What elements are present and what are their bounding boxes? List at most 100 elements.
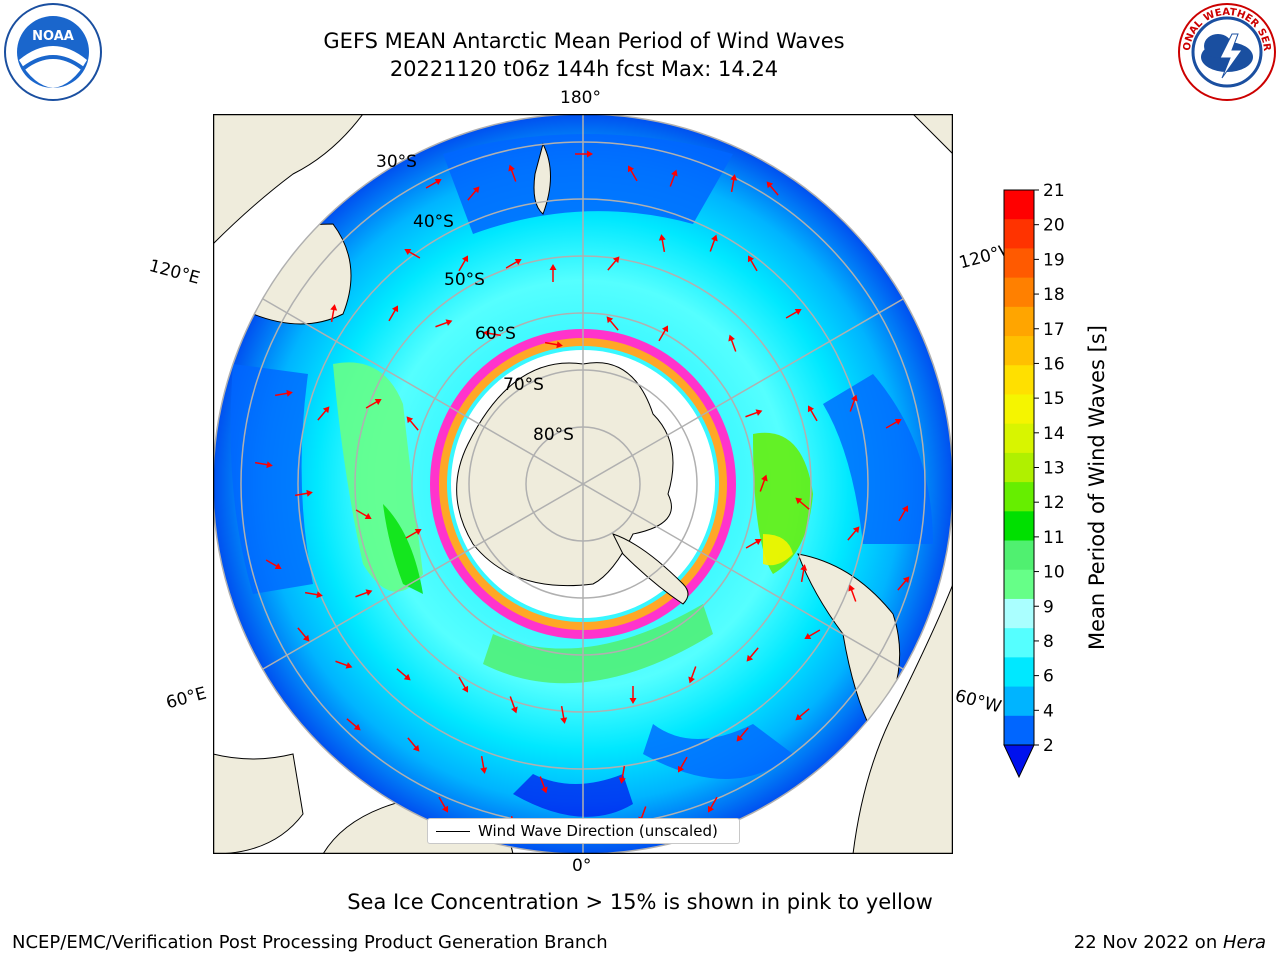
- wind-arrow: [807, 405, 818, 422]
- noaa-logo: NOAA: [4, 3, 102, 101]
- colorbar-segment: [1004, 569, 1034, 600]
- wind-arrow: [544, 341, 563, 349]
- wind-arrow: [885, 418, 902, 429]
- wind-arrow: [467, 186, 480, 201]
- wind-arrow: [407, 737, 420, 752]
- chart-title: GEFS MEAN Antarctic Mean Period of Wind …: [323, 29, 845, 53]
- wind-arrow: [480, 755, 488, 774]
- colorbar-tick-label: 9: [1043, 597, 1054, 617]
- colorbar-tick-label: 21: [1043, 181, 1065, 201]
- wind-arrow: [606, 316, 619, 331]
- wind-arrow: [425, 178, 442, 189]
- colorbar-segment: [1004, 540, 1034, 571]
- wind-arrow: [848, 584, 857, 602]
- footer-date-text: 22 Nov 2022 on: [1073, 932, 1223, 953]
- colorbar-segment: [1004, 598, 1034, 629]
- wind-arrow: [745, 409, 763, 418]
- colorbar-segment: [1004, 511, 1034, 542]
- wind-arrow: [658, 325, 669, 342]
- colorbar-segment: [1004, 715, 1034, 746]
- chart-subtitle: 20221120 t06z 144h fcst Max: 14.24: [389, 57, 779, 81]
- lat-label-80s: 80°S: [533, 425, 574, 445]
- lat-label-70s: 70°S: [503, 375, 544, 395]
- wind-arrow: [458, 255, 469, 272]
- colorbar-segment: [1004, 628, 1034, 658]
- wind-arrow: [800, 564, 808, 583]
- wind-arrow: [404, 248, 421, 259]
- colorbar-segment: [1004, 219, 1034, 249]
- wind-arrow: [669, 169, 678, 187]
- wind-arrow: [560, 705, 568, 724]
- lon-label-180: 180°: [560, 88, 601, 108]
- wind-arrow: [747, 255, 758, 272]
- colorbar-tick-label: 11: [1043, 528, 1065, 548]
- colorbar: 21 20 19 18 17 16 15 14 13 12 11 10 9 8 6 4 2: [1003, 181, 1065, 779]
- nws-logo: NATIONAL WEATHER SERVICE: [1176, 2, 1276, 101]
- colorbar-segment: [1004, 657, 1034, 688]
- wind-arrow: [730, 174, 738, 193]
- wind-arrow: [849, 394, 858, 412]
- colorbar-tick-label: 10: [1043, 563, 1065, 583]
- wind-arrow: [898, 505, 909, 522]
- wind-arrow: [677, 756, 688, 773]
- wind-wave-arrows: [254, 150, 910, 844]
- wind-arrow: [766, 181, 779, 196]
- wind-arrow: [274, 389, 293, 397]
- colorbar-tick-label: 2: [1043, 736, 1054, 756]
- colorbar-tick-label: 16: [1043, 354, 1065, 374]
- wind-arrow: [549, 264, 557, 282]
- lat-label-30s: 30°S: [376, 152, 417, 172]
- noaa-logo-text: NOAA: [32, 29, 74, 44]
- wind-arrow: [405, 528, 422, 539]
- wind-arrow: [330, 304, 338, 323]
- colorbar-segment: [1004, 248, 1034, 279]
- polar-map: [213, 114, 953, 854]
- wind-arrow: [355, 509, 372, 520]
- colorbar-tick-label: 15: [1043, 389, 1065, 409]
- wind-arrow: [346, 718, 361, 731]
- colorbar-tick-label: 17: [1043, 320, 1065, 340]
- wind-arrow: [897, 576, 910, 591]
- wind-arrow: [265, 559, 282, 570]
- legend-line-sample: [436, 831, 470, 832]
- wind-arrow: [396, 668, 411, 681]
- colorbar-segment: [1004, 277, 1034, 308]
- colorbar-tick-label: 20: [1043, 216, 1065, 236]
- wind-arrow: [745, 538, 762, 549]
- wind-arrow: [297, 627, 310, 642]
- wind-arrow: [728, 334, 737, 352]
- colorbar-label: Mean Period of Wind Waves [s]: [1085, 325, 1109, 650]
- wind-arrow: [438, 796, 449, 813]
- wind-arrow: [355, 589, 373, 598]
- legend-label: Wind Wave Direction (unscaled): [478, 822, 718, 840]
- colorbar-segment: [1004, 423, 1034, 454]
- colorbar-tick-label: 8: [1043, 632, 1054, 652]
- wind-arrow: [658, 234, 666, 253]
- lat-label-50s: 50°S: [444, 270, 485, 290]
- colorbar-segment: [1004, 686, 1034, 717]
- colorbar-segment: [1004, 306, 1034, 337]
- footer-machine: Hera: [1222, 932, 1266, 953]
- colorbar-tick-label: 4: [1043, 701, 1054, 721]
- wind-arrow: [505, 258, 522, 269]
- wind-arrow: [508, 164, 517, 182]
- wind-arrow: [483, 329, 502, 337]
- wind-arrow: [317, 406, 330, 421]
- wind-arrow: [335, 660, 353, 669]
- colorbar-tick-label: 12: [1043, 493, 1065, 513]
- colorbar-segment: [1004, 452, 1034, 483]
- colorbar-segment: [1004, 190, 1034, 220]
- map-legend: Wind Wave Direction (unscaled): [427, 818, 740, 844]
- wind-arrow: [707, 796, 718, 813]
- wind-arrow: [688, 666, 697, 684]
- wind-arrow: [736, 727, 749, 742]
- wind-arrow: [458, 676, 469, 693]
- lat-label-60s: 60°S: [475, 324, 516, 344]
- colorbar-segment: [1004, 365, 1034, 395]
- colorbar-tick-label: 18: [1043, 285, 1065, 305]
- wind-arrow: [294, 489, 313, 497]
- colorbar-tick-label: 14: [1043, 424, 1065, 444]
- wind-arrow: [388, 305, 399, 322]
- wind-arrow: [847, 526, 860, 541]
- wind-arrow: [795, 497, 810, 510]
